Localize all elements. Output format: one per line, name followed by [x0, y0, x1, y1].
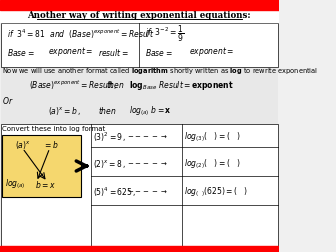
Bar	[2, 135, 81, 197]
Bar	[0, 0, 279, 10]
Bar	[0, 246, 279, 252]
Text: $= b$: $= b$	[43, 140, 59, 150]
Bar	[0, 10, 279, 22]
Text: $result =$: $result =$	[98, 47, 129, 57]
Bar	[1, 23, 278, 67]
Text: Another way of writing exponential equations:: Another way of writing exponential equat…	[28, 12, 251, 20]
Text: $log_{(3)}(\ \ \ ) = (\ \ \ )$: $log_{(3)}(\ \ \ ) = (\ \ \ )$	[184, 130, 241, 144]
Text: $then$: $then$	[98, 106, 117, 116]
Text: $if\ \ 3^4 = 81\ \ and\ \ (Base)^{exponent} = Result$: $if\ \ 3^4 = 81\ \ and\ \ (Base)^{expone…	[7, 27, 154, 41]
Text: $then$: $then$	[106, 79, 125, 90]
Text: $- - - - \rightarrow$: $- - - - \rightarrow$	[127, 160, 167, 168]
Text: $log_{(2)}(\ \ \ ) = (\ \ \ )$: $log_{(2)}(\ \ \ ) = (\ \ \ )$	[184, 157, 241, 171]
Text: $Base =$: $Base =$	[7, 47, 34, 57]
Text: $Or$: $Or$	[2, 94, 13, 106]
Text: $\mathbf{log}_{Base}\ Result = \mathbf{exponent}$: $\mathbf{log}_{Base}\ Result = \mathbf{e…	[129, 79, 233, 91]
Text: $- - - - \rightarrow$: $- - - - \rightarrow$	[127, 188, 167, 196]
Text: $b = x$: $b = x$	[35, 178, 56, 190]
Text: Now we will use another format called $\mathbf{logarithm}$ shortly written as $\: Now we will use another format called $\…	[2, 66, 318, 76]
Text: $(a)^x$: $(a)^x$	[15, 139, 31, 151]
Text: $(Base)^{exponent} = Result\,,$: $(Base)^{exponent} = Result\,,$	[29, 78, 117, 92]
Text: $exponent =$: $exponent =$	[48, 46, 93, 58]
Bar	[1, 68, 278, 124]
Text: $log_{(a)}$: $log_{(a)}$	[5, 177, 26, 191]
Text: $(5)^4 = 625\,,$: $(5)^4 = 625\,,$	[93, 185, 136, 199]
Text: $(a)^x = b\,,$: $(a)^x = b\,,$	[48, 105, 81, 117]
Text: $log_{(a)}\ b = \mathbf{x}$: $log_{(a)}\ b = \mathbf{x}$	[129, 104, 171, 118]
Bar	[1, 124, 278, 246]
Text: $Base =$: $Base =$	[145, 47, 173, 57]
Text: $(2)^x = 8\,,$: $(2)^x = 8\,,$	[93, 158, 126, 170]
Text: $if\ \ 3^{-2} = \dfrac{1}{9}$: $if\ \ 3^{-2} = \dfrac{1}{9}$	[145, 24, 184, 44]
Text: $(3)^2 = 9\,,$: $(3)^2 = 9\,,$	[93, 130, 126, 144]
Text: $exponent =$: $exponent =$	[189, 46, 234, 58]
Text: Convert these into log format: Convert these into log format	[2, 126, 105, 132]
Text: $log_{(\ \ )}(625) = (\ \ \ )$: $log_{(\ \ )}(625) = (\ \ \ )$	[184, 185, 248, 199]
Text: $- - - - \rightarrow$: $- - - - \rightarrow$	[127, 133, 167, 141]
